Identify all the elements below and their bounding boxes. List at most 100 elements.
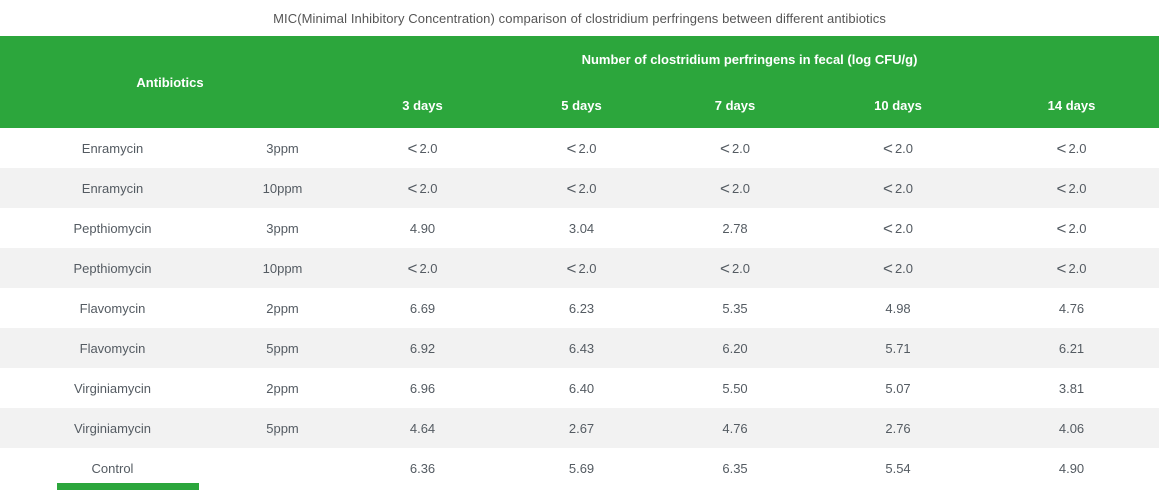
- cell-antibiotic: Pepthiomycin: [73, 260, 152, 276]
- cell-value: 6.35: [722, 460, 748, 476]
- header-day-7: 7 days: [658, 82, 813, 128]
- cell-value: <2.0: [407, 258, 438, 278]
- table-header: Antibiotics Number of clostridium perfri…: [0, 36, 1159, 128]
- header-antibiotics: Antibiotics: [0, 36, 341, 128]
- cell-value: 6.36: [409, 460, 436, 476]
- cell-value: 2.78: [722, 220, 748, 236]
- cell-dose: 10ppm: [262, 180, 303, 196]
- less-than-sign: <: [407, 138, 418, 158]
- cell-dose: 2ppm: [266, 380, 299, 396]
- table-row: Control 6.36 5.69 6.35 5.54 4.90: [0, 448, 1159, 488]
- less-than-sign: <: [566, 178, 577, 198]
- header-row-group: Antibiotics Number of clostridium perfri…: [0, 36, 1159, 128]
- cell-value: <2.0: [1056, 138, 1087, 158]
- cell-antibiotic: Enramycin: [81, 180, 144, 196]
- cell-dose: [225, 448, 340, 488]
- less-than-sign: <: [1056, 178, 1067, 198]
- less-than-sign: <: [883, 178, 893, 198]
- cell-antibiotic: Virginiamycin: [73, 380, 152, 396]
- cell-dose: 5ppm: [266, 340, 299, 356]
- less-than-sign: <: [1056, 258, 1067, 278]
- cell-value: 6.43: [568, 340, 595, 356]
- cell-antibiotic: Control: [91, 460, 134, 476]
- table-row: Virginiamycin 5ppm 4.64 2.67 4.76 2.76 4.06: [0, 408, 1159, 448]
- cell-value: 6.69: [409, 300, 436, 316]
- table-row: Pepthiomycin 3ppm 4.90 3.04 2.78 <2.0 <2.0: [0, 208, 1159, 248]
- cell-dose: 3ppm: [266, 220, 299, 236]
- cell-value: 6.96: [409, 380, 436, 396]
- cell-value: 4.90: [1058, 460, 1085, 476]
- cell-value: 3.04: [568, 220, 595, 236]
- cell-value: <2.0: [407, 178, 438, 198]
- cell-value: 4.76: [1058, 300, 1085, 316]
- cell-value: 3.81: [1058, 380, 1085, 396]
- mic-table: Antibiotics Number of clostridium perfri…: [0, 36, 1159, 488]
- cell-value: <2.0: [720, 178, 751, 198]
- cell-value: 2.67: [568, 420, 595, 436]
- cell-antibiotic: Enramycin: [81, 140, 144, 156]
- less-than-sign: <: [883, 218, 893, 238]
- table-body: Enramycin 3ppm <2.0 <2.0 <2.0 <2.0 <2.0 Enramyc…: [0, 128, 1159, 488]
- less-than-sign: <: [407, 258, 418, 278]
- cell-value: 5.69: [568, 460, 595, 476]
- table-row: Enramycin 10ppm <2.0 <2.0 <2.0 <2.0 <2.0: [0, 168, 1159, 208]
- header-day-14: 14 days: [984, 82, 1159, 128]
- cell-value: 5.07: [885, 380, 911, 396]
- cell-value: 5.71: [885, 340, 911, 356]
- header-day-10: 10 days: [812, 82, 985, 128]
- less-than-sign: <: [720, 138, 730, 158]
- cell-value: 6.20: [722, 340, 748, 356]
- less-than-sign: <: [566, 258, 577, 278]
- cell-value: <2.0: [720, 138, 751, 158]
- less-than-sign: <: [883, 138, 893, 158]
- table-row: Pepthiomycin 10ppm <2.0 <2.0 <2.0 <2.0 <2.0: [0, 248, 1159, 288]
- table-row: Flavomycin 5ppm 6.92 6.43 6.20 5.71 6.21: [0, 328, 1159, 368]
- header-group-label: Number of clostridium perfringens in fec…: [340, 36, 1159, 82]
- cell-value: <2.0: [883, 258, 914, 278]
- cell-value: 2.76: [885, 420, 911, 436]
- cell-value: 6.92: [409, 340, 436, 356]
- cell-dose: 2ppm: [266, 300, 299, 316]
- cell-value: 6.40: [568, 380, 595, 396]
- cell-value: <2.0: [1056, 258, 1087, 278]
- table-row: Virginiamycin 2ppm 6.96 6.40 5.50 5.07 3.81: [0, 368, 1159, 408]
- cell-value: <2.0: [1056, 178, 1087, 198]
- cell-value: 4.76: [722, 420, 748, 436]
- less-than-sign: <: [407, 178, 418, 198]
- header-day-3: 3 days: [340, 82, 506, 128]
- cell-dose: 3ppm: [266, 140, 299, 156]
- cell-value: 4.06: [1058, 420, 1085, 436]
- cell-value: <2.0: [720, 258, 751, 278]
- cell-antibiotic: Flavomycin: [79, 300, 146, 316]
- cell-value: <2.0: [566, 258, 597, 278]
- cell-dose: 10ppm: [262, 260, 303, 276]
- cell-value: <2.0: [883, 218, 914, 238]
- table-row: Flavomycin 2ppm 6.69 6.23 5.35 4.98 4.76: [0, 288, 1159, 328]
- cell-value: <2.0: [1056, 218, 1087, 238]
- cell-value: 4.64: [409, 420, 436, 436]
- less-than-sign: <: [566, 138, 577, 158]
- cell-antibiotic: Virginiamycin: [73, 420, 152, 436]
- table-row: Enramycin 3ppm <2.0 <2.0 <2.0 <2.0 <2.0: [0, 128, 1159, 168]
- cell-value: 6.23: [568, 300, 595, 316]
- cell-value: 6.21: [1058, 340, 1085, 356]
- cell-value: 4.98: [885, 300, 911, 316]
- less-than-sign: <: [1056, 138, 1067, 158]
- cell-value: 5.54: [885, 460, 911, 476]
- cell-value: 4.90: [409, 220, 436, 236]
- cell-value: <2.0: [883, 178, 914, 198]
- header-day-5: 5 days: [505, 82, 659, 128]
- cell-antibiotic: Flavomycin: [79, 340, 146, 356]
- cell-value: <2.0: [566, 178, 597, 198]
- less-than-sign: <: [720, 178, 730, 198]
- less-than-sign: <: [720, 258, 730, 278]
- header-row-days: 3 days 5 days 7 days 10 days 14 days: [0, 82, 1159, 128]
- cell-value: 5.35: [722, 300, 748, 316]
- cell-value: <2.0: [566, 138, 597, 158]
- partial-next-header-bar: [57, 483, 199, 490]
- cell-value: <2.0: [407, 138, 438, 158]
- cell-dose: 5ppm: [266, 420, 299, 436]
- cell-value: 5.50: [722, 380, 748, 396]
- less-than-sign: <: [883, 258, 893, 278]
